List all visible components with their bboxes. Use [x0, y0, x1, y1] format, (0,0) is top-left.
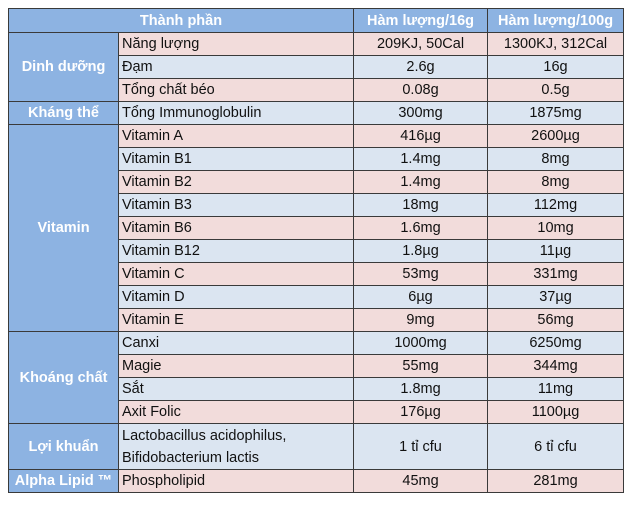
- row-value-16g: 1.8µg: [353, 239, 489, 263]
- row-name: Vitamin A: [117, 124, 355, 148]
- table-row: Sắt 1.8mg 11mg: [9, 377, 625, 401]
- row-value-16g: 9mg: [353, 308, 489, 332]
- row-name: Vitamin E: [117, 308, 355, 332]
- table-row: Đạm 2.6g 16g: [9, 55, 625, 79]
- row-name: Canxi: [117, 331, 355, 355]
- row-value-16g: 209KJ, 50Cal: [353, 32, 489, 56]
- header-component: Thành phần: [7, 8, 355, 33]
- row-value-16g: 2.6g: [353, 55, 489, 79]
- row-name: Vitamin C: [117, 262, 355, 286]
- row-name: Phospholipid: [117, 469, 355, 493]
- table-row: Vitamin B3 18mg 112mg: [9, 193, 625, 217]
- row-name: Vitamin B1: [117, 147, 355, 171]
- row-name-line-1: Lactobacillus acidophilus,: [122, 427, 287, 444]
- row-value-100g: 112mg: [487, 193, 625, 217]
- row-value-16g: 1 tỉ cfu: [353, 423, 489, 470]
- row-value-100g: 331mg: [487, 262, 625, 286]
- table-row: Vitamin C 53mg 331mg: [9, 262, 625, 286]
- row-value-100g: 8mg: [487, 147, 625, 171]
- group-label-antibody: Kháng thể: [8, 101, 119, 125]
- row-value-100g: 11mg: [487, 377, 625, 401]
- row-value-100g: 344mg: [487, 354, 625, 378]
- row-name: Vitamin B12: [117, 239, 355, 263]
- row-value-100g: 1300KJ, 312Cal: [487, 32, 625, 56]
- table-row: Axit Folic 176µg 1100µg: [9, 400, 625, 424]
- row-value-16g: 416µg: [353, 124, 489, 148]
- table-row: Vitamin B12 1.8µg 11µg: [9, 239, 625, 263]
- row-name: Magie: [117, 354, 355, 378]
- row-value-100g: 11µg: [487, 239, 625, 263]
- row-value-16g: 18mg: [353, 193, 489, 217]
- row-value-16g: 53mg: [353, 262, 489, 286]
- table-row: Vitamin E 9mg 56mg: [9, 308, 625, 332]
- row-value-100g: 1875mg: [487, 101, 625, 125]
- row-name: Năng lượng: [117, 32, 355, 56]
- row-value-100g: 6 tỉ cfu: [487, 423, 625, 470]
- row-name: Lactobacillus acidophilus, Bifidobacteri…: [117, 423, 355, 470]
- group-label-alpha-lipid: Alpha Lipid ™: [8, 469, 119, 493]
- group-label-vitamin: Vitamin: [8, 124, 119, 332]
- table-row: Vitamin Vitamin A 416µg 2600µg: [8, 124, 625, 332]
- row-name: Vitamin B3: [117, 193, 355, 217]
- row-value-100g: 37µg: [487, 285, 625, 309]
- row-name-line-2: Bifidobacterium lactis: [122, 449, 259, 466]
- group-label-minerals: Khoáng chất: [8, 331, 119, 424]
- row-value-16g: 176µg: [353, 400, 489, 424]
- header-row: Thành phần Hàm lượng/16g Hàm lượng/100g: [7, 8, 625, 33]
- group-label-probiotics: Lợi khuẩn: [8, 423, 119, 470]
- row-name: Tổng chất béo: [117, 78, 355, 102]
- row-name: Vitamin D: [117, 285, 355, 309]
- row-name: Axit Folic: [117, 400, 355, 424]
- row-value-100g: 8mg: [487, 170, 625, 194]
- row-name: Tổng Immunoglobulin: [117, 101, 355, 125]
- row-value-16g: 55mg: [353, 354, 489, 378]
- row-value-16g: 0.08g: [353, 78, 489, 102]
- row-value-16g: 45mg: [353, 469, 489, 493]
- row-name: Vitamin B6: [117, 216, 355, 240]
- group-label-nutrition: Dinh dưỡng: [8, 32, 119, 102]
- table-row: Dinh dưỡng Năng lượng 209KJ, 50Cal 1300K…: [8, 32, 625, 102]
- row-value-16g: 6µg: [353, 285, 489, 309]
- row-value-16g: 1.8mg: [353, 377, 489, 401]
- header-per-100g: Hàm lượng/100g: [487, 8, 625, 33]
- row-name: Sắt: [117, 377, 355, 401]
- row-value-100g: 6250mg: [487, 331, 625, 355]
- row-value-16g: 1.4mg: [353, 170, 489, 194]
- row-value-16g: 300mg: [353, 101, 489, 125]
- row-value-100g: 16g: [487, 55, 625, 79]
- row-value-100g: 2600µg: [487, 124, 625, 148]
- row-value-16g: 1000mg: [353, 331, 489, 355]
- row-value-100g: 1100µg: [487, 400, 625, 424]
- nutrition-table: Thành phần Hàm lượng/16g Hàm lượng/100g …: [7, 8, 625, 493]
- row-value-16g: 1.4mg: [353, 147, 489, 171]
- header-per-16g: Hàm lượng/16g: [353, 8, 489, 33]
- table-row: Kháng thể Tổng Immunoglobulin 300mg 1875…: [8, 101, 625, 125]
- row-value-100g: 0.5g: [487, 78, 625, 102]
- row-name: Vitamin B2: [117, 170, 355, 194]
- row-name: Đạm: [117, 55, 355, 79]
- row-value-100g: 10mg: [487, 216, 625, 240]
- row-value-100g: 281mg: [487, 469, 625, 493]
- table-row: Vitamin B1 1.4mg 8mg: [9, 147, 625, 171]
- table-row: Alpha Lipid ™ Phospholipid 45mg 281mg: [8, 469, 625, 493]
- row-value-16g: 1.6mg: [353, 216, 489, 240]
- table-row: Vitamin B2 1.4mg 8mg: [9, 170, 625, 194]
- table-row: Khoáng chất Canxi 1000mg 6250mg: [8, 331, 625, 424]
- table-row: Vitamin B6 1.6mg 10mg: [9, 216, 625, 240]
- table-row: Lợi khuẩn Lactobacillus acidophilus, Bif…: [8, 423, 625, 470]
- row-value-100g: 56mg: [487, 308, 625, 332]
- table-row: Tổng chất béo 0.08g 0.5g: [9, 78, 625, 102]
